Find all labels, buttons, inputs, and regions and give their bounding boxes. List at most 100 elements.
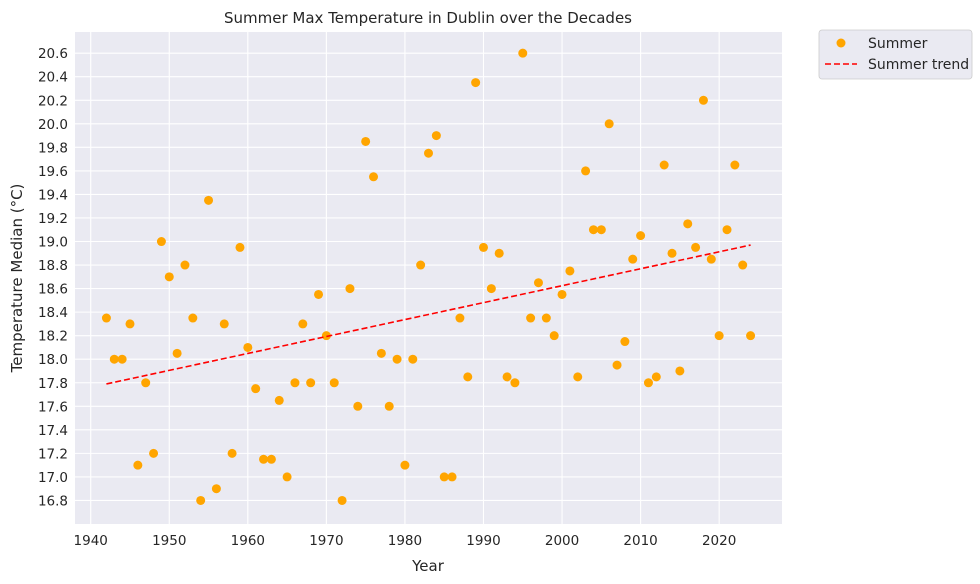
data-point — [251, 384, 261, 394]
data-point — [581, 166, 591, 176]
data-point — [196, 495, 206, 505]
data-point — [101, 313, 111, 323]
data-point — [478, 242, 488, 252]
data-point — [235, 242, 245, 252]
data-point — [369, 172, 379, 182]
data-point — [698, 95, 708, 105]
data-point — [502, 372, 512, 382]
data-point — [604, 119, 614, 129]
y-tick-label: 20.6 — [38, 46, 68, 62]
data-point — [109, 354, 119, 364]
grid — [75, 32, 782, 524]
y-tick-label: 17.0 — [38, 470, 68, 486]
data-point — [424, 148, 433, 158]
data-point — [471, 78, 481, 88]
x-tick-label: 1980 — [388, 533, 422, 549]
data-point — [596, 225, 606, 235]
data-point — [455, 313, 465, 323]
data-point — [518, 48, 528, 58]
data-point — [172, 348, 182, 358]
legend-label-summer: Summer — [868, 36, 928, 52]
data-point — [486, 284, 496, 294]
scatter-series — [101, 48, 756, 505]
trend-line — [106, 244, 751, 385]
y-tick-label: 18.0 — [38, 352, 68, 368]
data-point — [274, 395, 284, 405]
y-tick-label: 18.4 — [38, 305, 68, 321]
y-tick-label: 17.8 — [38, 376, 68, 392]
x-tick-label: 2020 — [702, 533, 736, 549]
y-tick-label: 17.4 — [38, 423, 68, 439]
data-point — [612, 360, 622, 370]
y-tick-label: 19.2 — [38, 211, 68, 227]
y-tick-label: 19.8 — [38, 140, 68, 156]
data-point — [533, 278, 543, 288]
data-point — [188, 313, 198, 323]
y-tick-label: 20.4 — [38, 70, 68, 86]
data-point — [659, 160, 669, 170]
data-point — [211, 484, 221, 494]
y-tick-label: 20.0 — [38, 117, 68, 133]
data-point — [416, 260, 426, 270]
plot-background — [75, 32, 782, 524]
data-point — [667, 248, 677, 258]
x-tick-label: 1940 — [74, 533, 108, 549]
y-axis-ticks: 16.8 17.0 17.2 17.4 17.6 17.8 18.0 18.2 18.4 18.6… — [38, 46, 68, 509]
y-tick-label: 20.2 — [38, 93, 68, 109]
data-point — [306, 378, 316, 388]
data-point — [494, 248, 504, 258]
data-point — [329, 378, 339, 388]
data-point — [730, 160, 740, 170]
data-point — [133, 460, 143, 470]
data-point — [290, 378, 300, 388]
data-point — [259, 454, 269, 464]
data-point — [526, 313, 536, 323]
data-point — [337, 495, 347, 505]
y-tick-label: 16.8 — [38, 493, 68, 509]
x-axis-ticks: 1940 1950 1960 1970 1980 1990 2000 2010 2020 — [74, 533, 737, 549]
data-point — [628, 254, 638, 264]
data-point — [164, 272, 174, 282]
data-point — [439, 472, 449, 482]
data-point — [636, 231, 646, 241]
data-point — [463, 372, 473, 382]
x-tick-label: 1950 — [152, 533, 186, 549]
legend-label-trend: Summer trend — [868, 57, 969, 73]
data-point — [125, 319, 135, 329]
data-point — [204, 195, 214, 205]
data-point — [266, 454, 276, 464]
data-point — [746, 331, 756, 341]
data-point — [714, 331, 724, 341]
data-point — [431, 131, 441, 141]
data-point — [219, 319, 229, 329]
y-axis-label: Temperature Median (°C) — [8, 184, 26, 374]
data-point — [400, 460, 410, 470]
data-point — [353, 401, 363, 411]
data-point — [180, 260, 190, 270]
data-point — [722, 225, 732, 235]
data-point — [557, 289, 567, 299]
data-point — [227, 448, 237, 458]
data-point — [321, 331, 331, 341]
legend-box — [818, 29, 973, 80]
x-tick-label: 1970 — [309, 533, 343, 549]
y-tick-label: 17.6 — [38, 399, 68, 415]
data-point — [643, 378, 653, 388]
y-tick-label: 18.6 — [38, 282, 68, 298]
data-point — [361, 136, 371, 146]
x-tick-label: 2000 — [545, 533, 579, 549]
data-point — [298, 319, 308, 329]
data-point — [384, 401, 394, 411]
data-point — [651, 372, 661, 382]
data-point — [243, 342, 253, 352]
data-point — [376, 348, 386, 358]
x-axis-label: Year — [411, 557, 445, 575]
data-point — [565, 266, 575, 276]
data-point — [675, 366, 685, 376]
data-point — [573, 372, 583, 382]
data-point — [691, 242, 701, 252]
y-tick-label: 17.2 — [38, 446, 68, 462]
data-point — [282, 472, 292, 482]
legend-marker-summer — [836, 38, 846, 48]
data-point — [117, 354, 127, 364]
